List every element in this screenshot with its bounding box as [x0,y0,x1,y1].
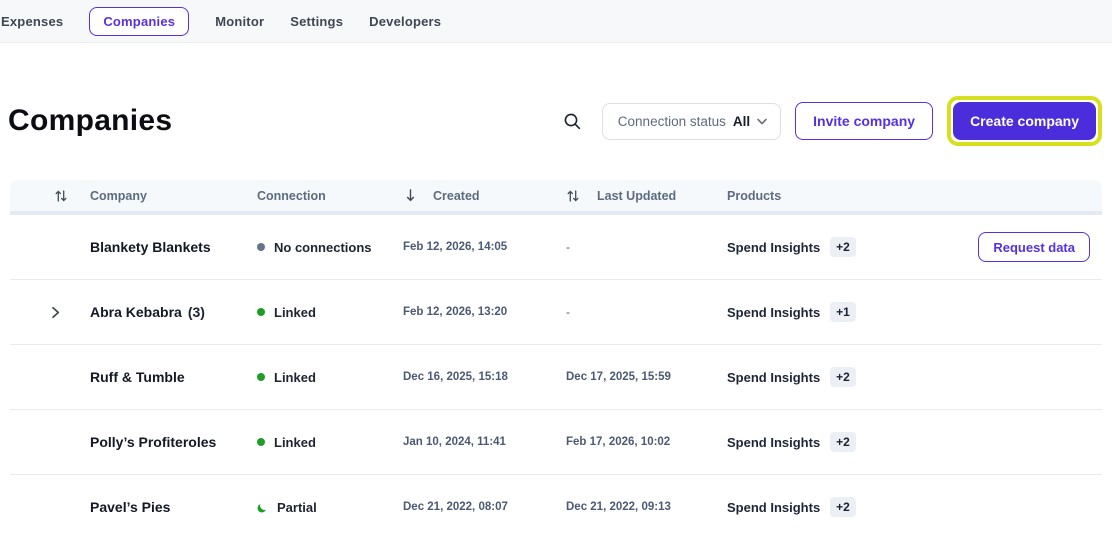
column-header-created[interactable]: Created [395,188,558,203]
column-header-company[interactable]: Company [10,189,257,203]
column-header-products: Products [727,189,952,203]
page-header: Companies Connection status All Invite c… [8,96,1102,146]
create-company-button[interactable]: Create company [953,102,1096,140]
column-label: Products [727,188,782,203]
sort-both-icon[interactable] [54,189,68,203]
connection-status: Linked [257,435,395,450]
last-updated-date: - [566,305,570,319]
created-date: Dec 21, 2022, 08:07 [403,501,508,513]
table-row[interactable]: Abra Kebabra (3) Linked Feb 12, 2026, 13… [10,280,1102,345]
products-cell: Spend Insights +2 [727,367,952,387]
table-row[interactable]: Blankety Blankets No connections Feb 12,… [10,215,1102,280]
column-header-last-updated[interactable]: Last Updated [558,189,727,203]
connection-status: Linked [257,370,395,385]
company-name-text: Pavel’s Pies [90,499,171,515]
last-updated-date: Dec 21, 2022, 09:13 [566,501,671,513]
linked-count: (3) [187,304,205,320]
last-updated-date: Dec 17, 2025, 15:59 [566,371,671,383]
column-label: Company [90,188,147,203]
last-updated-date: - [566,240,570,254]
chevron-right-expand-icon[interactable] [48,305,63,320]
company-name: Pavel’s Pies [90,499,257,515]
partial-crescent-icon [257,501,268,513]
products-count-badge: +2 [830,497,856,517]
column-label: Last Updated [597,188,677,203]
nav-item-developers[interactable]: Developers [369,13,442,29]
sort-both-icon[interactable] [566,189,580,203]
company-name: Ruff & Tumble [90,369,257,385]
nav-item-expenses[interactable]: Expenses [1,13,64,29]
linked-dot-icon [257,308,265,316]
page-title: Companies [8,104,173,137]
created-date: Feb 12, 2026, 13:20 [403,306,508,318]
connection-status-filter[interactable]: Connection status All [601,102,782,140]
filter-label: Connection status [617,113,726,129]
table-row[interactable]: Pavel’s Pies Partial Dec 21, 2022, 08:07… [10,475,1102,537]
connection-status: Linked [257,305,395,320]
company-name-text: Ruff & Tumble [90,369,185,385]
products-cell: Spend Insights +1 [727,302,952,322]
products-count-badge: +2 [830,432,856,452]
product-label: Spend Insights [727,499,821,515]
created-date: Feb 12, 2026, 14:05 [403,241,508,253]
company-name: Polly’s Profiteroles [90,434,257,450]
connection-label: Partial [277,499,317,515]
linked-dot-icon [257,373,265,381]
company-name: Abra Kebabra (3) [90,304,257,320]
connection-label: Linked [274,304,316,320]
products-count-badge: +2 [830,237,856,257]
nav-item-companies[interactable]: Companies [89,6,190,36]
chevron-down-icon [757,118,767,125]
annotation-highlight-box: Create company [947,96,1102,146]
search-button[interactable] [558,106,588,136]
nav-item-settings[interactable]: Settings [290,13,344,29]
product-label: Spend Insights [727,239,821,255]
expander-cell [10,305,90,320]
request-data-button[interactable]: Request data [978,232,1090,262]
column-label: Connection [257,188,326,203]
sort-desc-icon[interactable] [403,188,418,203]
products-count-badge: +1 [830,302,856,322]
top-nav: Expenses Companies Monitor Settings Deve… [0,0,1112,43]
table-row[interactable]: Polly’s Profiteroles Linked Jan 10, 2024… [10,410,1102,475]
created-date: Jan 10, 2024, 11:41 [403,436,506,448]
company-name-text: Blankety Blankets [90,239,211,255]
created-date: Dec 16, 2025, 15:18 [403,371,508,383]
products-cell: Spend Insights +2 [727,237,952,257]
product-label: Spend Insights [727,304,821,320]
linked-dot-icon [257,438,265,446]
connection-status: No connections [257,240,395,255]
connection-label: No connections [274,239,372,255]
product-label: Spend Insights [727,369,821,385]
company-name: Blankety Blankets [90,239,257,255]
company-name-text: Abra Kebabra [90,304,182,320]
column-header-connection: Connection [257,189,395,203]
column-label: Created [433,188,480,203]
products-cell: Spend Insights +2 [727,497,952,517]
search-icon [563,112,582,131]
table-header-row: Company Connection Created Last Updated … [10,180,1102,215]
last-updated-date: Feb 17, 2026, 10:02 [566,436,671,448]
product-label: Spend Insights [727,434,821,450]
connection-label: Linked [274,434,316,450]
products-cell: Spend Insights +2 [727,432,952,452]
row-action-cell: Request data [952,232,1102,262]
invite-company-button[interactable]: Invite company [795,102,934,140]
table-row[interactable]: Ruff & Tumble Linked Dec 16, 2025, 15:18… [10,345,1102,410]
connection-status: Partial [257,500,395,515]
company-name-text: Polly’s Profiteroles [90,434,217,450]
nav-item-monitor[interactable]: Monitor [215,13,265,29]
companies-table: Company Connection Created Last Updated … [10,180,1102,537]
filter-selected-value: All [732,113,751,129]
connection-label: Linked [274,369,316,385]
products-count-badge: +2 [830,367,856,387]
no-connection-dot-icon [257,243,265,251]
